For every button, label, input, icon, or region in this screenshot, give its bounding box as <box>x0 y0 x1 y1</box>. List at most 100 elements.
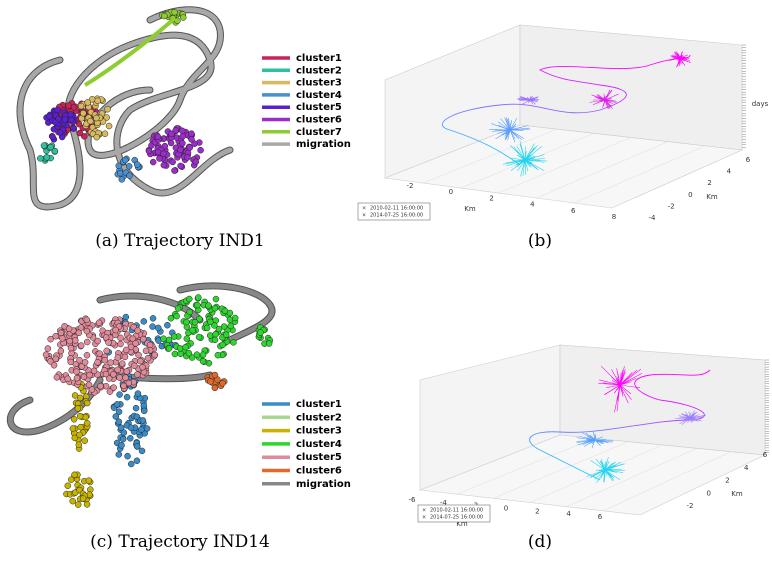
cluster-point <box>119 435 127 443</box>
trajectory-clump <box>504 117 511 131</box>
cluster-point <box>80 373 88 381</box>
cluster-point <box>132 404 140 412</box>
cluster-point <box>101 357 109 364</box>
cluster-point <box>61 116 69 123</box>
cluster-point <box>161 12 168 20</box>
cluster-point <box>123 393 131 401</box>
cluster-point <box>83 420 91 427</box>
cluster-point <box>227 322 234 330</box>
cluster-point <box>95 319 103 327</box>
cluster-point <box>81 133 88 140</box>
cluster-point <box>167 139 175 147</box>
cluster-point <box>195 333 203 341</box>
cluster-point <box>211 336 219 344</box>
cluster-point <box>211 304 219 312</box>
trajectory-clump <box>604 469 620 480</box>
cluster-point <box>199 357 207 365</box>
cluster-point <box>161 142 169 150</box>
trajectory-clump <box>604 469 613 482</box>
x-tick-label: -2 <box>407 182 414 190</box>
trajectory-clump <box>679 417 691 425</box>
cluster-point <box>103 114 110 121</box>
cluster-point <box>140 335 147 343</box>
trajectory-clump <box>509 117 518 131</box>
trajectory-clump <box>604 469 608 476</box>
trajectory-clump <box>689 417 692 424</box>
cluster-point <box>67 344 75 352</box>
legend-label: cluster1 <box>296 399 342 410</box>
trajectory-clump <box>510 145 526 161</box>
trajectory-clump <box>689 417 697 421</box>
trajectory-clump <box>508 118 511 131</box>
panel-caption: (c) Trajectory IND14 <box>90 532 270 552</box>
time-legend-label: 2014-07-25 16:00:00 <box>370 213 423 219</box>
cluster-point <box>55 115 62 123</box>
cluster-point <box>176 345 184 352</box>
trajectory-clump <box>619 368 642 386</box>
trajectory-clump <box>500 118 511 131</box>
y-tick-label: 6 <box>746 156 751 164</box>
cluster-point <box>49 133 56 141</box>
cluster-point <box>83 327 91 335</box>
cluster-point <box>156 155 163 162</box>
trajectory-clump <box>524 159 529 172</box>
trajectory-clump <box>619 381 632 386</box>
trajectory-clump <box>603 469 606 483</box>
y-tick-label: 0 <box>707 489 711 497</box>
cluster-point <box>112 413 120 420</box>
cluster-point <box>183 335 191 342</box>
cluster-point <box>81 359 89 366</box>
cluster-point <box>170 333 178 340</box>
trajectory-clump <box>603 96 606 101</box>
time-legend-label: 2010-02-11 16:00:00 <box>370 206 423 212</box>
cluster-point <box>44 345 52 352</box>
cluster-point <box>135 351 142 359</box>
cluster-point <box>42 351 50 358</box>
cluster-point <box>83 338 91 346</box>
trajectory-clump <box>604 99 611 109</box>
trajectory-clump <box>604 469 624 473</box>
trajectory-3d <box>529 369 711 481</box>
cluster-point <box>76 412 84 420</box>
trajectory-clump <box>604 99 613 109</box>
trajectory-clump <box>509 129 516 140</box>
cluster-point <box>105 339 112 346</box>
y-tick-label: 0 <box>688 191 692 199</box>
y-tick-label: 4 <box>744 464 749 472</box>
cluster-point <box>207 378 214 385</box>
cluster-point <box>115 162 122 170</box>
time-legend-marker: × <box>422 508 426 514</box>
trajectory-clump <box>597 97 606 101</box>
cluster-point <box>155 324 162 332</box>
trajectory-clump <box>604 465 616 471</box>
cluster-point <box>140 318 148 325</box>
x-tick-label: 4 <box>566 510 571 518</box>
panel-caption: (b) <box>528 231 552 251</box>
cluster-point <box>133 443 141 450</box>
grid-line <box>536 141 669 199</box>
cluster-point <box>207 318 214 326</box>
cluster-point <box>186 144 194 151</box>
panel-caption: (a) Trajectory IND1 <box>95 231 265 251</box>
cluster-point <box>122 156 129 164</box>
legend-label: cluster2 <box>296 412 342 423</box>
cluster-point <box>69 425 77 432</box>
cluster-point <box>160 161 168 169</box>
trajectory-clump <box>619 384 632 395</box>
x-tick-label: 0 <box>504 505 508 513</box>
trajectory-clump <box>604 95 607 101</box>
grid-line <box>493 441 629 499</box>
trajectory-clump <box>509 125 529 131</box>
trajectory-clump <box>524 146 543 161</box>
legend-label: cluster6 <box>296 115 342 126</box>
cluster-point <box>179 14 187 21</box>
legend-label: migration <box>296 139 351 150</box>
trajectory-clump <box>529 97 539 101</box>
trajectory-clump <box>520 159 526 177</box>
cluster-point <box>79 495 87 502</box>
cluster-point <box>117 169 124 177</box>
cluster-point <box>51 147 59 155</box>
cluster-point <box>230 339 237 346</box>
legend-label: migration <box>296 479 351 490</box>
cluster-point <box>191 318 199 326</box>
